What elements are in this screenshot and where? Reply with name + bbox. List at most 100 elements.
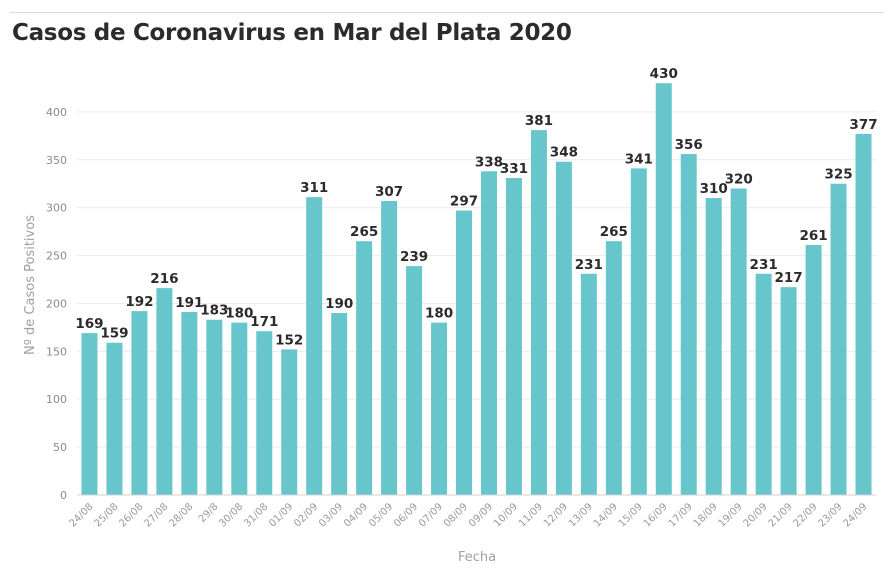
bar xyxy=(530,130,547,495)
x-tick-label: 08/09 xyxy=(442,501,470,529)
data-label: 265 xyxy=(600,224,628,240)
data-label: 231 xyxy=(750,257,778,273)
x-tick-label: 23/09 xyxy=(817,501,845,529)
data-label: 307 xyxy=(375,184,403,200)
data-label: 180 xyxy=(225,306,253,322)
x-tick-label: 25/08 xyxy=(92,501,120,529)
x-tick-label: 01/09 xyxy=(267,501,295,529)
bar xyxy=(106,342,123,495)
y-tick-label: 300 xyxy=(46,202,67,215)
bar xyxy=(131,311,148,495)
y-tick-label: 0 xyxy=(60,489,67,502)
x-tick-label: 06/09 xyxy=(392,501,420,529)
x-tick-label: 18/09 xyxy=(692,501,720,529)
x-tick-label: 24/08 xyxy=(67,501,95,529)
y-tick-label: 250 xyxy=(46,250,67,263)
data-label: 180 xyxy=(425,306,453,322)
x-tick-label: 15/09 xyxy=(617,501,645,529)
x-tick-label: 30/08 xyxy=(217,501,245,529)
data-label: 191 xyxy=(175,295,203,311)
x-tick-label: 10/09 xyxy=(492,501,520,529)
data-label: 239 xyxy=(400,249,428,265)
bar xyxy=(855,133,872,495)
data-label: 381 xyxy=(525,113,553,129)
bar xyxy=(605,241,622,495)
data-labels: 1691591922161911831801711523111902653072… xyxy=(75,66,877,348)
x-tick-label: 02/09 xyxy=(292,501,320,529)
data-label: 348 xyxy=(550,145,578,161)
data-label: 169 xyxy=(75,316,103,332)
data-label: 430 xyxy=(650,66,678,82)
bar xyxy=(705,198,722,496)
y-tick-label: 400 xyxy=(46,106,67,119)
y-axis-title: Nº de Casos Positivos xyxy=(23,215,38,355)
bar xyxy=(655,83,672,496)
data-label: 265 xyxy=(350,224,378,240)
bar xyxy=(281,349,298,495)
x-tick-label: 12/09 xyxy=(542,501,570,529)
data-label: 261 xyxy=(799,228,827,244)
bar xyxy=(830,183,847,495)
x-tick-label: 24/09 xyxy=(841,501,869,529)
x-tick-label: 22/09 xyxy=(792,501,820,529)
bar xyxy=(156,288,173,495)
y-tick-label: 50 xyxy=(53,441,67,454)
bar xyxy=(381,200,398,495)
y-tick-label: 350 xyxy=(46,154,67,167)
data-label: 331 xyxy=(500,161,528,177)
top-divider xyxy=(10,12,884,13)
x-tick-label: 26/08 xyxy=(117,501,145,529)
data-label: 311 xyxy=(300,180,328,196)
data-label: 192 xyxy=(125,294,153,310)
x-tick-label: 11/09 xyxy=(517,501,545,529)
bar xyxy=(256,331,273,495)
x-tick-label: 31/08 xyxy=(242,501,270,529)
y-tick-label: 150 xyxy=(46,345,67,358)
x-tick-label: 07/09 xyxy=(417,501,445,529)
x-tick-label: 16/09 xyxy=(642,501,670,529)
data-label: 310 xyxy=(700,181,728,197)
y-tick-label: 200 xyxy=(46,297,67,310)
data-label: 152 xyxy=(275,332,303,348)
bar xyxy=(505,177,522,495)
bar xyxy=(680,154,697,495)
x-tick-label: 03/09 xyxy=(317,501,345,529)
x-tick-label: 14/09 xyxy=(592,501,620,529)
bar xyxy=(630,168,647,496)
data-label: 171 xyxy=(250,314,278,330)
data-label: 297 xyxy=(450,194,478,210)
data-label: 377 xyxy=(849,117,877,133)
x-tick-label: 21/09 xyxy=(767,501,795,529)
data-label: 320 xyxy=(725,172,753,188)
x-tick-label: 17/09 xyxy=(667,501,695,529)
bar xyxy=(356,241,373,495)
x-tick-label: 19/09 xyxy=(717,501,745,529)
bar xyxy=(306,197,323,495)
bar xyxy=(555,161,572,495)
x-tick-label: 27/08 xyxy=(142,501,170,529)
x-tick-label: 20/09 xyxy=(742,501,770,529)
data-label: 217 xyxy=(775,270,803,286)
bar xyxy=(81,333,98,495)
x-tick-label: 09/09 xyxy=(467,501,495,529)
data-label: 183 xyxy=(200,303,228,319)
y-axis-ticks: 0 50 100 150 200 250 300 350 400 xyxy=(46,106,67,502)
bar xyxy=(580,273,597,495)
data-label: 190 xyxy=(325,296,353,312)
bar xyxy=(480,171,497,495)
bar xyxy=(206,319,223,495)
data-label: 159 xyxy=(100,326,128,342)
bar xyxy=(331,313,348,495)
x-tick-label: 05/09 xyxy=(367,501,395,529)
bars xyxy=(81,83,872,496)
x-tick-label: 13/09 xyxy=(567,501,595,529)
bar xyxy=(730,188,747,495)
data-label: 216 xyxy=(150,271,178,287)
bar xyxy=(780,287,797,495)
bar xyxy=(805,245,822,495)
data-label: 341 xyxy=(625,151,653,167)
data-label: 356 xyxy=(675,137,703,153)
bar xyxy=(456,210,473,496)
